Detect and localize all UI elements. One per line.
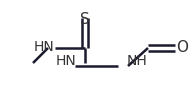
Text: NH: NH [127,54,148,68]
Text: HN: HN [55,54,76,68]
Text: HN: HN [33,40,54,54]
Text: O: O [176,39,188,55]
Text: S: S [80,12,90,27]
